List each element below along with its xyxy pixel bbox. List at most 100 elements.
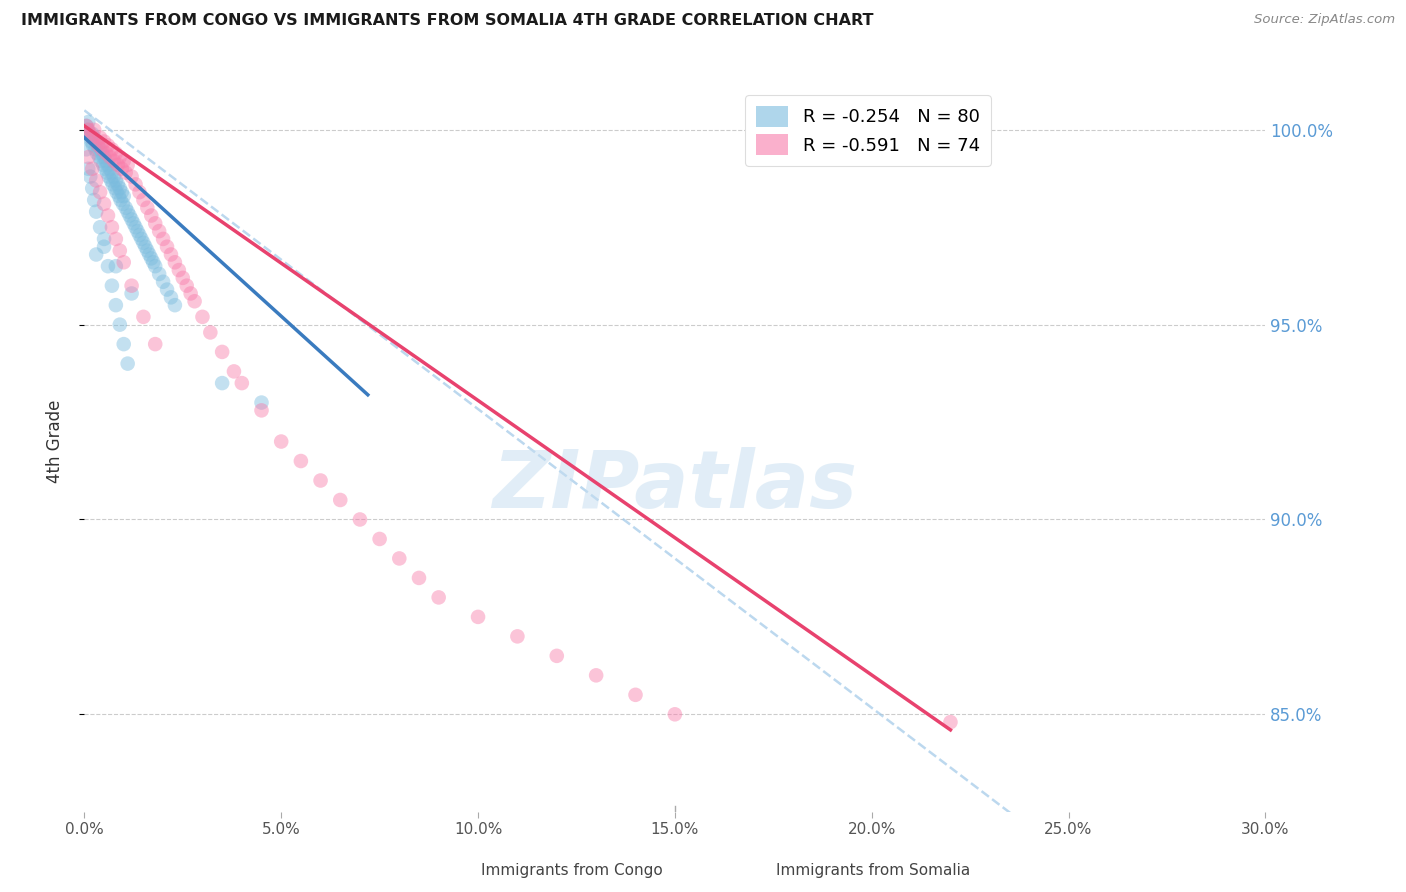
Point <box>111 161 134 176</box>
Point <box>124 220 146 235</box>
Point <box>388 551 411 566</box>
Point <box>141 252 163 266</box>
Point <box>467 610 489 624</box>
Point <box>624 688 647 702</box>
Point <box>89 130 111 145</box>
Point <box>79 127 101 141</box>
Point <box>156 240 179 254</box>
Point <box>75 119 97 133</box>
Point <box>101 220 124 235</box>
Point <box>77 150 100 164</box>
Point <box>77 127 100 141</box>
Point <box>104 173 127 187</box>
Point <box>309 474 332 488</box>
Point <box>75 119 97 133</box>
Point <box>76 123 98 137</box>
Point <box>114 166 136 180</box>
Point <box>89 220 111 235</box>
Point <box>142 255 165 269</box>
Point <box>80 135 103 149</box>
Point <box>127 224 149 238</box>
Point <box>107 158 129 172</box>
Point <box>77 115 100 129</box>
Point <box>112 189 135 203</box>
Point <box>94 153 117 168</box>
Point <box>84 142 107 156</box>
Point <box>108 318 131 332</box>
Point <box>180 286 202 301</box>
Point <box>94 146 117 161</box>
Point <box>110 193 132 207</box>
Point <box>93 150 115 164</box>
Point <box>82 181 104 195</box>
Point <box>211 345 233 359</box>
Point <box>136 201 159 215</box>
Point <box>131 232 153 246</box>
Point <box>93 135 115 149</box>
Point <box>84 135 107 149</box>
Point <box>200 326 222 340</box>
Point <box>104 232 127 246</box>
Point <box>108 244 131 258</box>
Point <box>138 247 160 261</box>
Point <box>82 130 104 145</box>
Point <box>101 166 124 180</box>
Point <box>211 376 233 390</box>
Point <box>83 123 105 137</box>
Point <box>97 209 120 223</box>
Point <box>111 197 134 211</box>
Point <box>87 138 110 153</box>
Point <box>77 123 100 137</box>
Point <box>132 193 155 207</box>
Point <box>163 298 186 312</box>
Point <box>136 244 159 258</box>
Text: IMMIGRANTS FROM CONGO VS IMMIGRANTS FROM SOMALIA 4TH GRADE CORRELATION CHART: IMMIGRANTS FROM CONGO VS IMMIGRANTS FROM… <box>21 13 873 29</box>
Point <box>167 263 190 277</box>
Point <box>84 173 107 187</box>
Point <box>117 204 139 219</box>
Point <box>141 209 163 223</box>
Point <box>103 153 125 168</box>
Point <box>163 255 186 269</box>
Point <box>108 150 131 164</box>
Point <box>122 216 145 230</box>
Point <box>83 193 105 207</box>
Point <box>89 185 111 199</box>
Point <box>152 275 174 289</box>
Point <box>121 286 143 301</box>
Point <box>128 185 150 199</box>
Point <box>152 232 174 246</box>
Point <box>103 169 125 184</box>
Point <box>117 158 139 172</box>
Y-axis label: 4th Grade: 4th Grade <box>45 400 63 483</box>
Point <box>408 571 430 585</box>
Point <box>349 512 371 526</box>
Point <box>101 142 124 156</box>
Point <box>93 240 115 254</box>
Point <box>112 153 135 168</box>
Point <box>108 189 131 203</box>
Point <box>121 212 143 227</box>
Text: ZIPatlas: ZIPatlas <box>492 447 858 525</box>
Point <box>89 150 111 164</box>
Point <box>368 532 391 546</box>
Point <box>75 142 97 156</box>
Point <box>427 591 450 605</box>
Point <box>121 169 143 184</box>
Point <box>112 337 135 351</box>
Point <box>250 395 273 409</box>
Point <box>148 267 170 281</box>
Point <box>104 146 127 161</box>
Point <box>117 357 139 371</box>
Point <box>148 224 170 238</box>
Point <box>160 290 183 304</box>
Point <box>89 142 111 156</box>
Point <box>104 259 127 273</box>
Point <box>82 138 104 153</box>
Point <box>100 173 122 187</box>
Point <box>111 185 134 199</box>
Point <box>112 255 135 269</box>
Point <box>114 201 136 215</box>
Point <box>664 707 686 722</box>
Point <box>329 493 352 508</box>
